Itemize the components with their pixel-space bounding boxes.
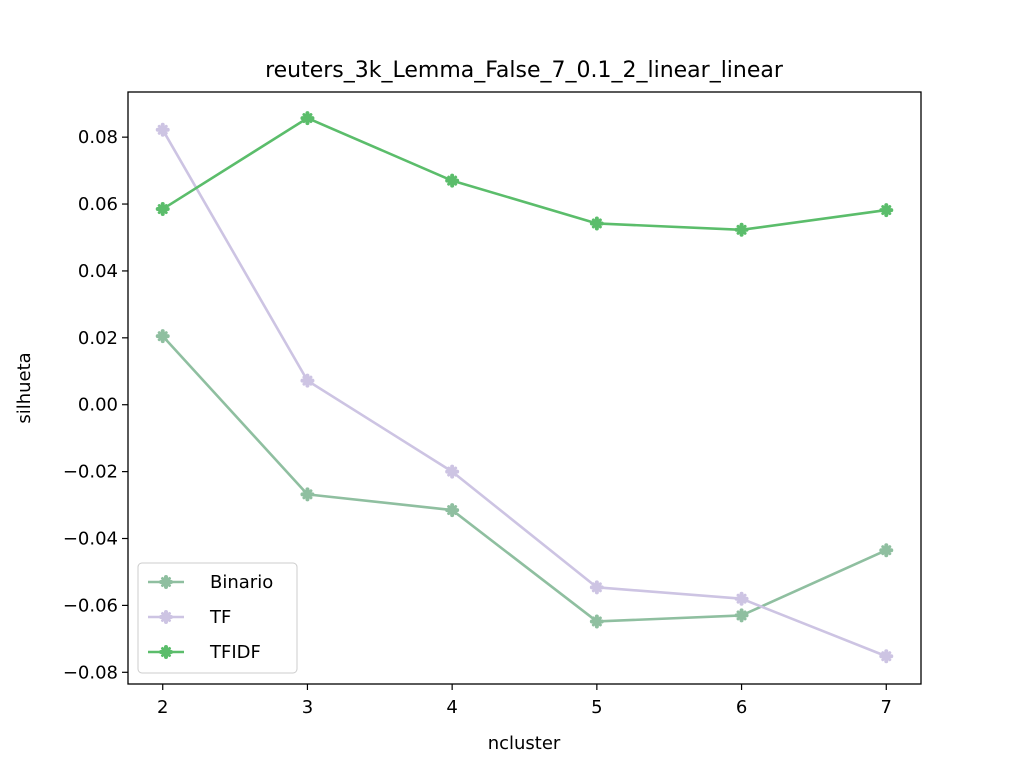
chart-title: reuters_3k_Lemma_False_7_0.1_2_linear_li… <box>265 58 784 83</box>
series-layer <box>155 111 894 664</box>
data-point-tfidf <box>879 203 894 218</box>
y-axis-label: silhueta <box>14 352 35 423</box>
y-tick-label: −0.04 <box>63 529 118 550</box>
data-point-tfidf <box>445 173 460 188</box>
data-point-tfidf <box>300 111 315 126</box>
legend-label-tf: TF <box>209 607 231 628</box>
y-tick-label: 0.00 <box>78 395 118 416</box>
y-tick-label: 0.06 <box>78 194 118 215</box>
y-tick-label: −0.08 <box>63 662 118 683</box>
data-point-tfidf <box>155 202 170 217</box>
x-tick-label: 3 <box>302 697 313 718</box>
data-point-tf <box>879 649 894 664</box>
data-point-tf <box>445 464 460 479</box>
x-tick-label: 4 <box>446 697 457 718</box>
x-axis-label: ncluster <box>488 733 561 754</box>
data-point-binario <box>445 503 460 518</box>
data-point-binario <box>300 487 315 502</box>
series-line-tf <box>161 129 887 658</box>
legend-marker-tf <box>159 610 173 624</box>
plot-frame <box>127 91 922 685</box>
x-tick-label: 7 <box>881 697 892 718</box>
data-point-tf <box>589 580 604 595</box>
series-line-tfidf <box>162 116 887 232</box>
y-tick-label: −0.02 <box>63 462 118 483</box>
legend-marker-tfidf <box>159 645 173 659</box>
x-tick-label: 5 <box>591 697 602 718</box>
data-point-tf <box>734 591 749 606</box>
legend-box <box>137 562 298 674</box>
x-tick-label: 6 <box>736 697 747 718</box>
series-line-binario <box>161 335 887 623</box>
legend-marker-binario <box>159 575 173 589</box>
legend-label-tfidf: TFIDF <box>209 642 261 663</box>
data-point-binario <box>734 608 749 623</box>
data-point-binario <box>155 329 170 344</box>
y-tick-label: 0.04 <box>78 261 118 282</box>
y-tick-label: 0.08 <box>78 127 118 148</box>
data-point-tfidf <box>589 216 604 231</box>
legend-label-binario: Binario <box>210 572 273 593</box>
data-point-binario <box>589 614 604 629</box>
data-point-tfidf <box>734 222 749 237</box>
data-point-binario <box>879 543 894 558</box>
legend: Binario TF TFIDF <box>137 562 298 674</box>
data-point-tf <box>155 122 170 137</box>
y-tick-label: −0.06 <box>63 595 118 616</box>
x-tick-label: 2 <box>157 697 168 718</box>
data-point-tf <box>300 373 315 388</box>
axis-layer: 2 3 4 5 6 7 0.08 0.06 0.04 0.02 0.00 −0.02 −0.04 −0.0… <box>63 127 892 718</box>
y-tick-label: 0.02 <box>78 328 118 349</box>
